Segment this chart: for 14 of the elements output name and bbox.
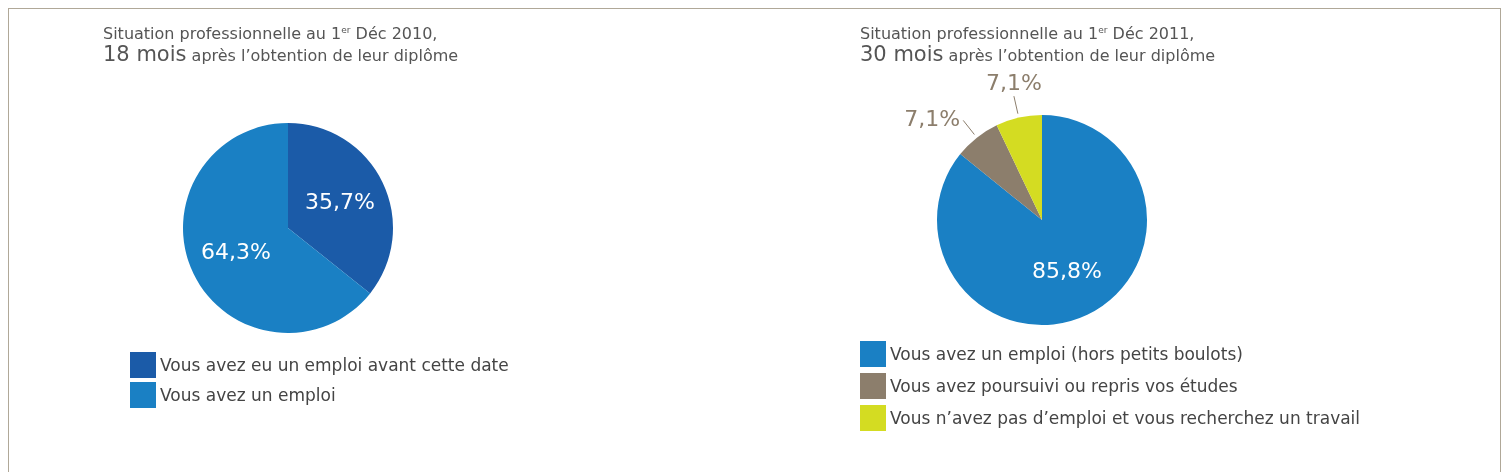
legend-label: Vous n’avez pas d’emploi et vous recherchez un travail (890, 408, 1361, 428)
data-label: 7,1% (985, 69, 1042, 95)
legend-label: Vous avez un emploi (160, 385, 336, 405)
data-label: 85,8% (1031, 257, 1102, 283)
chart-subtitle: 30 mois après l’obtention de leur diplôme (860, 42, 1216, 67)
data-label: 64,3% (201, 238, 271, 264)
data-label: 35,7% (305, 188, 375, 214)
chart-subtitle: 18 mois après l’obtention de leur diplôme (103, 42, 459, 67)
legend-label: Vous avez eu un emploi avant cette date (160, 355, 509, 375)
legend-label: Vous avez un emploi (hors petits boulots) (890, 344, 1243, 364)
chart-title: Situation professionnelle au 1$^{er}$ Déc 2011, (860, 23, 1196, 45)
data-label: 7,1% (904, 106, 961, 132)
legend-label: Vous avez poursuivi ou repris vos études (890, 376, 1238, 396)
chart-title: Situation professionnelle au 1$^{er}$ Déc 2010, (103, 23, 439, 45)
